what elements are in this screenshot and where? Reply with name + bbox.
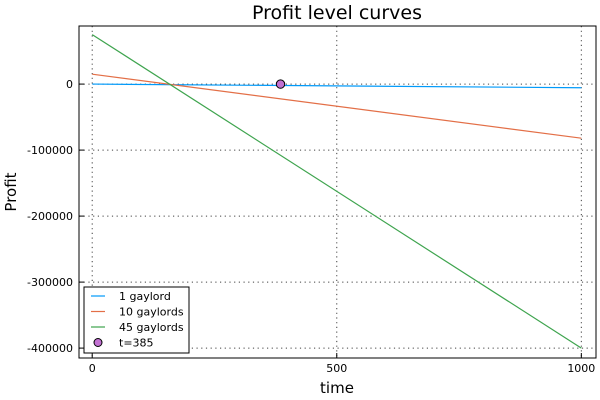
data-point — [275, 79, 286, 89]
series-line — [92, 73, 582, 139]
legend-label: 45 gaylords — [119, 321, 184, 334]
x-axis-label: time — [320, 379, 354, 397]
y-axis-label: Profit — [2, 172, 20, 211]
x-tick-label: 1000 — [567, 362, 595, 375]
legend-label: 1 gaylord — [119, 290, 171, 303]
legend-label: t=385 — [119, 337, 154, 350]
legend-swatch — [93, 338, 103, 347]
y-tick-label: -300000 — [27, 276, 73, 289]
x-tick-label: 0 — [89, 362, 96, 375]
x-tick-label: 500 — [326, 362, 347, 375]
plot-frame — [78, 25, 597, 359]
axis-ticks: 0 500 1000 0 -100000 -200000 -300000 -400000 — [27, 78, 595, 375]
grid — [79, 26, 596, 358]
y-tick-label: -400000 — [27, 342, 73, 355]
series-lines — [91, 34, 582, 349]
y-tick-label: -200000 — [27, 210, 73, 223]
chart-title: Profit level curves — [252, 2, 422, 24]
y-tick-label: 0 — [66, 78, 73, 91]
series-line — [91, 34, 582, 349]
y-tick-label: -100000 — [27, 144, 73, 157]
legend: 1 gaylord 10 gaylords 45 gaylords t=385 — [83, 286, 190, 354]
legend-label: 10 gaylords — [119, 306, 184, 319]
scatter-points — [275, 79, 286, 89]
